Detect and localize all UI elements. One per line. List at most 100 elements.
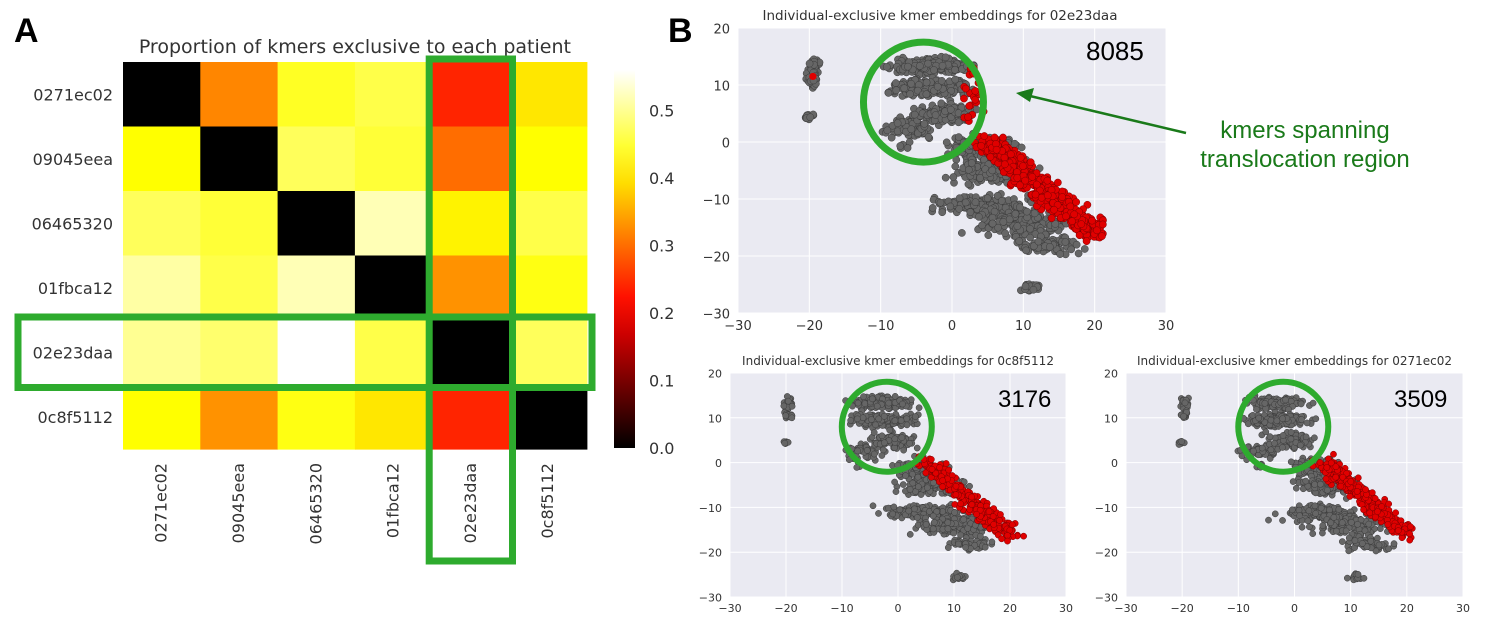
scatter-point-gray bbox=[1010, 139, 1019, 148]
scatter-point-red bbox=[1007, 150, 1015, 159]
scatter-point-red bbox=[990, 133, 999, 142]
scatter-point-gray bbox=[1292, 484, 1300, 492]
scatter-point-gray bbox=[1309, 399, 1317, 407]
scatter-point-gray bbox=[1311, 502, 1319, 510]
scatter-point-red bbox=[980, 132, 989, 140]
y-tick-label: 10 bbox=[713, 80, 730, 95]
scatter-point-gray bbox=[1178, 438, 1186, 445]
heatmap-cell bbox=[432, 62, 511, 128]
scatter-point-gray bbox=[1265, 516, 1272, 524]
scatter-point-red bbox=[1082, 237, 1091, 245]
scatter-point-gray bbox=[966, 482, 973, 490]
scatter-point-red bbox=[1330, 450, 1337, 458]
scatter-point-red bbox=[992, 145, 1001, 154]
heatmap-cell bbox=[200, 384, 279, 450]
y-tick-label: 10 bbox=[708, 412, 722, 425]
scatter-point-gray bbox=[1011, 209, 1020, 218]
scatter-point-gray bbox=[1354, 571, 1362, 578]
scatter-point-gray bbox=[873, 402, 881, 410]
heatmap-cell bbox=[432, 255, 511, 321]
heatmap-cell bbox=[123, 126, 201, 192]
y-tick-label: 0 bbox=[715, 457, 722, 470]
scatter-point-gray bbox=[981, 543, 989, 551]
scatter-point-gray bbox=[782, 412, 789, 420]
scatter-point-gray bbox=[1304, 517, 1312, 525]
y-tick-label: 20 bbox=[708, 368, 722, 381]
heatmap-cell bbox=[123, 384, 201, 450]
heatmap-cell bbox=[200, 320, 279, 386]
scatter-title: Individual-exclusive kmer embeddings for… bbox=[1137, 354, 1452, 368]
scatter-point-gray bbox=[847, 417, 855, 424]
scatter-point-red bbox=[1004, 537, 1011, 545]
y-tick-label: −20 bbox=[1095, 547, 1118, 560]
x-tick-label: 10 bbox=[1344, 602, 1358, 615]
heatmap-col-label: 01fbca12 bbox=[384, 463, 403, 538]
scatter-point-gray bbox=[898, 434, 906, 441]
scatter-point-gray bbox=[781, 439, 789, 447]
scatter-point-gray bbox=[1026, 233, 1034, 242]
scatter-point-gray bbox=[1298, 416, 1305, 423]
scatter-point-gray bbox=[854, 447, 861, 455]
scatter-point-gray bbox=[922, 78, 931, 87]
heatmap-cell bbox=[277, 320, 356, 386]
scatter-point-gray bbox=[1376, 525, 1384, 533]
x-tick-label: 30 bbox=[1158, 319, 1175, 334]
scatter-point-red bbox=[977, 141, 985, 150]
scatter-point-red bbox=[1008, 521, 1016, 529]
scatter-point-gray bbox=[1022, 246, 1030, 255]
scatter-point-red bbox=[928, 465, 936, 473]
x-tick-label: 20 bbox=[1086, 319, 1103, 334]
heatmap-cell bbox=[509, 320, 588, 386]
scatter-point-red bbox=[968, 501, 976, 508]
scatter-point-gray bbox=[854, 399, 862, 407]
scatter-point-gray bbox=[983, 194, 992, 203]
scatter-point-gray bbox=[1305, 507, 1313, 515]
y-tick-label: −30 bbox=[1095, 592, 1118, 605]
scatter-point-gray bbox=[1180, 412, 1187, 420]
scatter-point-gray bbox=[941, 53, 950, 62]
heatmap-cell bbox=[354, 255, 433, 321]
scatter-point-red bbox=[999, 133, 1007, 142]
scatter-panel-1: −30 −20 −10 0 10 20 3020100−10−20−30Individual… bbox=[703, 8, 1175, 334]
scatter-point-gray bbox=[902, 472, 909, 480]
scatter-point-gray bbox=[988, 538, 996, 546]
scatter-point-gray bbox=[915, 483, 922, 491]
scatter-point-gray bbox=[1181, 399, 1189, 407]
x-tick-label: −10 bbox=[867, 319, 894, 334]
scatter-point-gray bbox=[1333, 527, 1340, 535]
x-tick-label: 20 bbox=[1400, 602, 1414, 615]
scatter-point-red bbox=[1020, 532, 1027, 540]
scatter-point-gray bbox=[1311, 434, 1318, 442]
scatter-point-red bbox=[922, 469, 930, 477]
scatter-point-red bbox=[1070, 210, 1078, 219]
scatter-point-gray bbox=[915, 62, 924, 70]
scatter-point-gray bbox=[1279, 415, 1286, 422]
scatter-point-red bbox=[1062, 212, 1070, 221]
scatter-point-red bbox=[1054, 178, 1062, 187]
heatmap-col-label: 0271ec02 bbox=[152, 463, 171, 543]
scatter-point-gray bbox=[1319, 529, 1326, 537]
scatter-point-gray bbox=[1288, 506, 1296, 514]
scatter-point-gray bbox=[906, 486, 914, 493]
scatter-point-gray bbox=[780, 402, 788, 410]
scatter-point-gray bbox=[941, 173, 950, 182]
y-tick-label: −10 bbox=[703, 194, 730, 209]
y-tick-label: 20 bbox=[713, 23, 730, 38]
scatter-point-gray bbox=[1021, 282, 1030, 291]
scatter-point-gray bbox=[974, 212, 983, 221]
heatmap-row-label: 01fbca12 bbox=[38, 279, 113, 298]
scatter-point-red bbox=[1098, 232, 1106, 241]
scatter-point-gray bbox=[1390, 540, 1398, 547]
scatter-point-gray bbox=[1375, 541, 1383, 549]
scatter-point-gray bbox=[879, 446, 887, 454]
scatter-point-red bbox=[942, 460, 950, 467]
colorbar-tick-label: 0.3 bbox=[649, 237, 674, 256]
scatter-point-gray bbox=[892, 488, 900, 495]
y-tick-label: −20 bbox=[699, 547, 722, 560]
heatmap-cell bbox=[123, 320, 201, 386]
scatter-point-red bbox=[939, 483, 946, 491]
y-tick-label: 20 bbox=[1104, 368, 1118, 381]
scatter-point-red bbox=[1000, 160, 1009, 169]
scatter-point-gray bbox=[1367, 537, 1375, 545]
scatter-point-gray bbox=[1072, 240, 1081, 249]
